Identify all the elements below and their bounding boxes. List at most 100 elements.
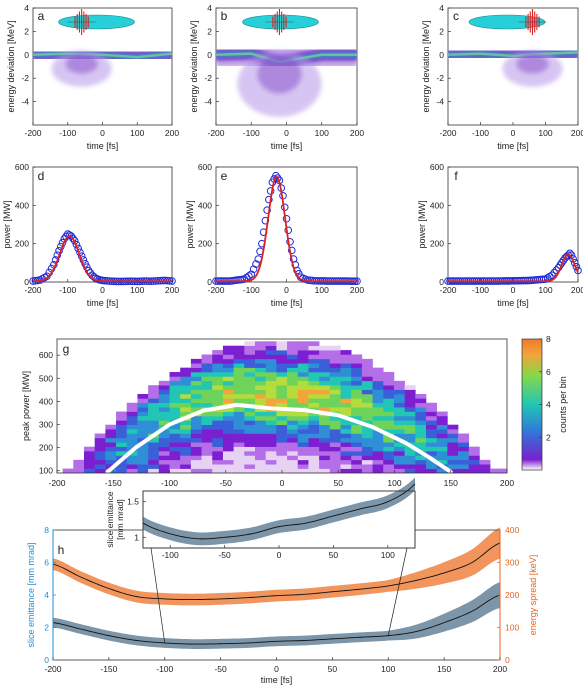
- heatmap-cell: [105, 437, 117, 443]
- heatmap-cell: [222, 345, 234, 351]
- heatmap-cell: [265, 393, 277, 399]
- heatmap-cell: [255, 459, 266, 465]
- heatmap-cell: [212, 350, 224, 355]
- heatmap-cell: [297, 437, 309, 443]
- heatmap-cells: [62, 341, 507, 473]
- y-tick-label: 2: [24, 26, 29, 36]
- heatmap-cell: [404, 411, 416, 417]
- y-tick-label: 600: [430, 162, 444, 172]
- y-axis-label: energy deviation [MeV]: [421, 20, 431, 112]
- panel-label-bg: [217, 9, 231, 23]
- heatmap-cell: [426, 411, 437, 417]
- heatmap-cell: [169, 442, 181, 447]
- y-tick-label-right: 200: [505, 590, 519, 600]
- panel-a: -200 -100 0 100 200 -4 -2 0 2 4a time [fs] energy d…: [6, 3, 179, 151]
- heatmap-cell: [233, 350, 245, 355]
- heatmap-cell: [436, 459, 448, 465]
- panel-label-bg: [449, 9, 463, 23]
- heatmap-cell: [404, 464, 416, 469]
- heatmap-cell: [276, 389, 288, 395]
- heatmap-cell: [340, 358, 352, 364]
- heatmap-cell: [201, 354, 213, 360]
- heatmap-cell: [319, 459, 331, 465]
- phase-space-c: [448, 32, 578, 87]
- heatmap-cell: [244, 451, 256, 456]
- heatmap-cell: [426, 446, 437, 452]
- heatmap-cell: [340, 429, 352, 434]
- heatmap-cell: [201, 372, 213, 377]
- heatmap-cell: [126, 437, 138, 443]
- heatmap-cell: [169, 464, 181, 469]
- heatmap-cell: [255, 451, 266, 456]
- heatmap-cell: [340, 398, 352, 404]
- y-tick-label: 500: [39, 373, 53, 383]
- heatmap-cell: [222, 442, 234, 447]
- heatmap-cell: [233, 429, 245, 434]
- heatmap-cell: [158, 389, 170, 395]
- heatmap-cell: [137, 451, 149, 456]
- heatmap-cell: [233, 389, 245, 395]
- heatmap-cell: [404, 459, 416, 465]
- panel-label: f: [454, 169, 458, 183]
- heatmap-cell: [383, 415, 395, 421]
- heatmap-cell: [276, 446, 288, 452]
- heatmap-cell: [329, 376, 341, 382]
- x-axis-label: time [fs]: [497, 298, 529, 308]
- heatmap-cell: [201, 429, 213, 434]
- heatmap-cell: [393, 433, 405, 439]
- heatmap-cell: [126, 433, 138, 439]
- heatmap-cell: [201, 424, 213, 430]
- heatmap-cell: [190, 420, 202, 426]
- heatmap-cell: [329, 424, 341, 430]
- heatmap-cell: [340, 363, 352, 368]
- y-tick-label-left: 2: [44, 623, 49, 633]
- heatmap-cell: [244, 354, 256, 360]
- heatmap-cell: [361, 380, 373, 386]
- heatmap-cell: [287, 402, 299, 408]
- heatmap-cell: [393, 415, 405, 421]
- heatmap-cell: [201, 437, 213, 443]
- x-tick-label: 150: [444, 478, 458, 488]
- heatmap-cell: [255, 446, 266, 452]
- heatmap-cell: [308, 393, 320, 399]
- heatmap-cell: [180, 376, 192, 382]
- heatmap-cell: [383, 437, 395, 443]
- heatmap-cell: [308, 420, 320, 426]
- heatmap-cell: [415, 468, 427, 473]
- phase-hot: [33, 52, 172, 59]
- heatmap-cell: [308, 398, 320, 404]
- heatmap-cell: [458, 468, 470, 473]
- heatmap-cell: [233, 367, 245, 373]
- heatmap-cell: [255, 437, 266, 443]
- heatmap-cell: [265, 354, 277, 360]
- heatmap-cell: [340, 446, 352, 452]
- y-tick-label: 2: [439, 26, 444, 36]
- x-tick-label: 200: [350, 128, 364, 138]
- heatmap-cell: [190, 446, 202, 452]
- heatmap-cell: [190, 451, 202, 456]
- heatmap-cell: [287, 345, 299, 351]
- heatmap-cell: [212, 358, 224, 364]
- heatmap-cell: [169, 459, 181, 465]
- heatmap-cell: [276, 354, 288, 360]
- heatmap-cell: [319, 424, 331, 430]
- heatmap-cell: [255, 367, 266, 373]
- heatmap-cell: [158, 437, 170, 443]
- heatmap-cell: [255, 393, 266, 399]
- heatmap-cell: [393, 442, 405, 447]
- heatmap-cell: [137, 415, 149, 421]
- heatmap-cell: [116, 433, 128, 439]
- heatmap-cell: [372, 420, 384, 426]
- heatmap-cell: [308, 354, 320, 360]
- heatmap-cell: [361, 468, 373, 473]
- y-tick-label-right: 300: [505, 558, 519, 568]
- panel-e: -200 -100 0 100 200 0 200 400 600 e time [fs] power…: [185, 162, 364, 308]
- heatmap-cell: [383, 376, 395, 382]
- heatmap-cell: [287, 451, 299, 456]
- heatmap-cell: [148, 455, 160, 461]
- data-point: [574, 266, 582, 275]
- heatmap-cell: [329, 437, 341, 443]
- inset-x-tick-label: 100: [381, 550, 395, 560]
- heatmap-cell: [137, 446, 149, 452]
- heatmap-cell: [212, 455, 224, 461]
